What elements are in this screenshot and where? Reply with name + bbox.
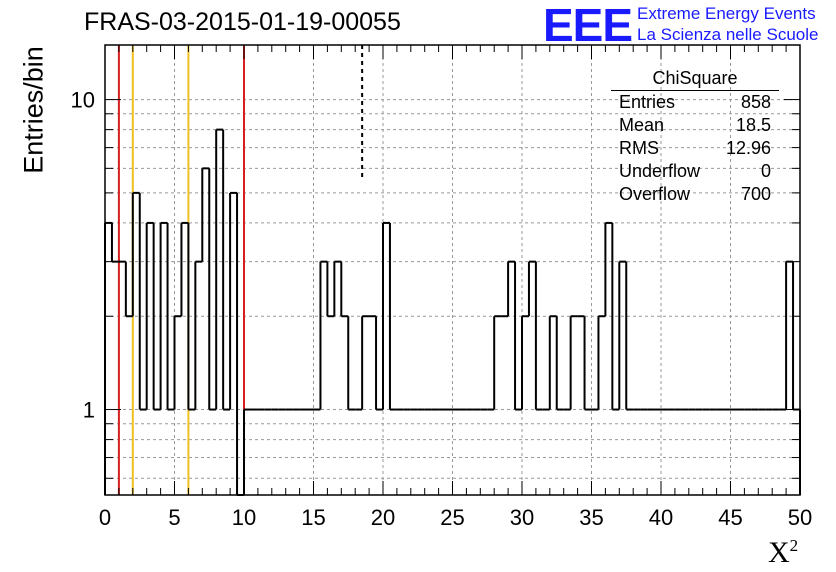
x-tick-label: 35 (579, 505, 603, 530)
chart-title: FRAS-03-2015-01-19-00055 (84, 8, 401, 36)
stats-row-underflow: Underflow 0 (611, 160, 779, 183)
x-tick-label: 40 (649, 505, 673, 530)
eee-logo: EEE (543, 0, 633, 51)
x-tick-label: 5 (168, 505, 180, 530)
x-tick-label: 50 (788, 505, 812, 530)
stats-value: 0 (760, 161, 771, 181)
y-tick-label: 1 (83, 398, 95, 423)
axes: 0 5 10 15 20 25 30 35 40 45 50 1 10 (71, 44, 812, 530)
x-tick-label: 45 (718, 505, 742, 530)
stats-row-mean: Mean 18.5 (611, 114, 779, 137)
x-axis-label-superscript: 2 (789, 536, 799, 555)
x-tick-label: 0 (99, 505, 111, 530)
stats-value: 18.5 (735, 115, 771, 135)
stats-value: 12.96 (725, 138, 771, 158)
logo-line-2: La Scienza nelle Scuole (637, 25, 819, 44)
stats-label: Mean (619, 115, 665, 135)
stats-row-rms: RMS 12.96 (611, 137, 779, 160)
x-tick-label: 10 (232, 505, 256, 530)
y-axis-label: Entries/bin (18, 46, 49, 174)
stats-label: Underflow (619, 161, 701, 181)
logo-line-1: Extreme Energy Events (637, 4, 816, 23)
stats-box: ChiSquare Entries 858 Mean 18.5 RMS 12.9… (611, 66, 779, 206)
x-tick-label: 25 (440, 505, 464, 530)
x-tick-label: 20 (371, 505, 395, 530)
x-axis-label-text: X (768, 536, 790, 569)
x-axis-label: X2 (768, 536, 798, 570)
y-tick-label: 10 (71, 88, 95, 113)
stats-row-entries: Entries 858 (611, 91, 779, 114)
stats-value: 858 (740, 92, 771, 112)
stats-label: Entries (619, 92, 676, 112)
stats-row-overflow: Overflow 700 (611, 183, 779, 206)
reference-lines (117, 45, 364, 495)
stats-label: Overflow (619, 184, 691, 204)
stats-heading: ChiSquare (611, 66, 779, 91)
stats-label: RMS (619, 138, 659, 158)
histogram-bars (104, 128, 801, 496)
x-tick-label: 15 (301, 505, 325, 530)
stats-value: 700 (740, 184, 771, 204)
x-tick-label: 30 (510, 505, 534, 530)
